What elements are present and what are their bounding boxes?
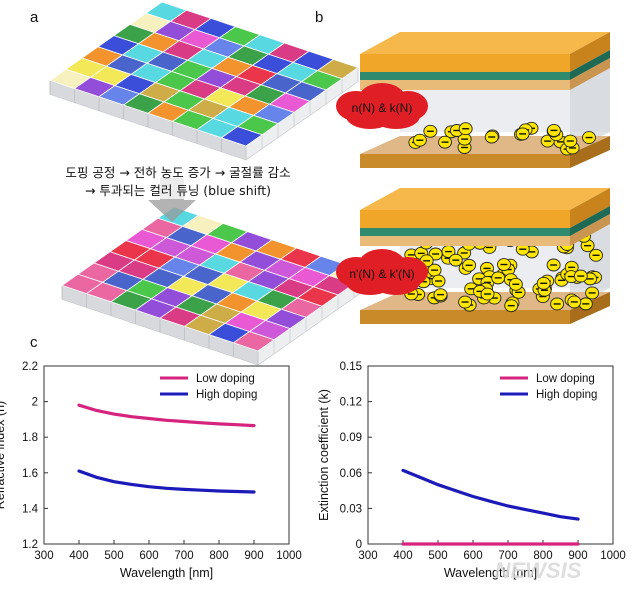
y-tick-label: 1.4 (22, 503, 39, 515)
y-axis-label: Extinction coefficient (k) (317, 389, 331, 521)
series-line-high-doping (401, 468, 580, 521)
chart-refractive-index: 300 400 500 600 700 800 900 1000 1.2 1.4 1.6 1.8 2 2.… (0, 361, 302, 580)
legend-label: High doping (536, 389, 597, 401)
watermark-logo: NEWSIS (495, 558, 582, 583)
caption-line-1: 도핑 공정 → 전하 농도 증가 → 굴절률 감소 (65, 165, 290, 180)
y-tick-label: 2.2 (22, 361, 38, 373)
x-tick-label: 300 (34, 550, 53, 562)
x-tick-label: 400 (69, 550, 88, 562)
device-top: n(N) & k(N) (336, 32, 610, 168)
y-tick-label: 0.12 (340, 397, 362, 409)
legend-label: Low doping (536, 373, 595, 385)
material-parameter-label: n(N) & k(N) (352, 101, 413, 115)
x-tick-label: 900 (568, 550, 587, 562)
x-tick-label: 700 (498, 550, 517, 562)
series-line-low-doping (77, 403, 256, 428)
panel-label-c: c (30, 334, 38, 351)
x-tick-label: 300 (358, 550, 377, 562)
x-axis-label: Wavelength [nm] (444, 566, 537, 580)
device-bottom: n'(N) & k'(N) (336, 188, 610, 324)
y-axis-label: Refractive index (n) (0, 401, 7, 509)
y-tick-label: 0.03 (340, 503, 362, 515)
color-array-top (49, 1, 359, 161)
x-tick-label: 600 (139, 550, 158, 562)
caption-line-2: → 투과되는 컬러 튜닝 (blue shift) (85, 183, 271, 198)
x-tick-label: 900 (244, 550, 263, 562)
y-tick-label: 1.8 (22, 432, 38, 444)
color-array-bottom (61, 206, 371, 366)
x-tick-label: 800 (209, 550, 228, 562)
y-tick-label: 2 (32, 397, 38, 409)
y-tick-label: 0.06 (340, 468, 362, 480)
x-tick-label: 400 (393, 550, 412, 562)
material-parameter-label: n'(N) & k'(N) (349, 267, 414, 281)
x-tick-label: 1000 (276, 550, 302, 562)
y-tick-label: 0 (356, 539, 362, 551)
series-line-high-doping (77, 469, 256, 494)
legend-label: High doping (196, 389, 257, 401)
x-tick-label: 500 (428, 550, 447, 562)
plot-area (43, 365, 290, 545)
x-tick-label: 600 (463, 550, 482, 562)
x-tick-label: 1000 (600, 550, 626, 562)
y-tick-label: 0.09 (340, 432, 362, 444)
panel-label-b: b (315, 9, 323, 26)
y-tick-label: 0.15 (340, 361, 362, 373)
legend-label: Low doping (196, 373, 255, 385)
x-tick-label: 800 (533, 550, 552, 562)
x-axis-label: Wavelength [nm] (120, 566, 213, 580)
panel-label-a: a (30, 9, 39, 26)
y-tick-label: 1.2 (22, 539, 38, 551)
chart-extinction-coefficient: 300 400 500 600 700 800 900 1000 0 0.03 0.06 0.09 0.… (317, 361, 626, 580)
y-tick-label: 1.6 (22, 468, 38, 480)
x-tick-label: 700 (174, 550, 193, 562)
x-tick-label: 500 (104, 550, 123, 562)
